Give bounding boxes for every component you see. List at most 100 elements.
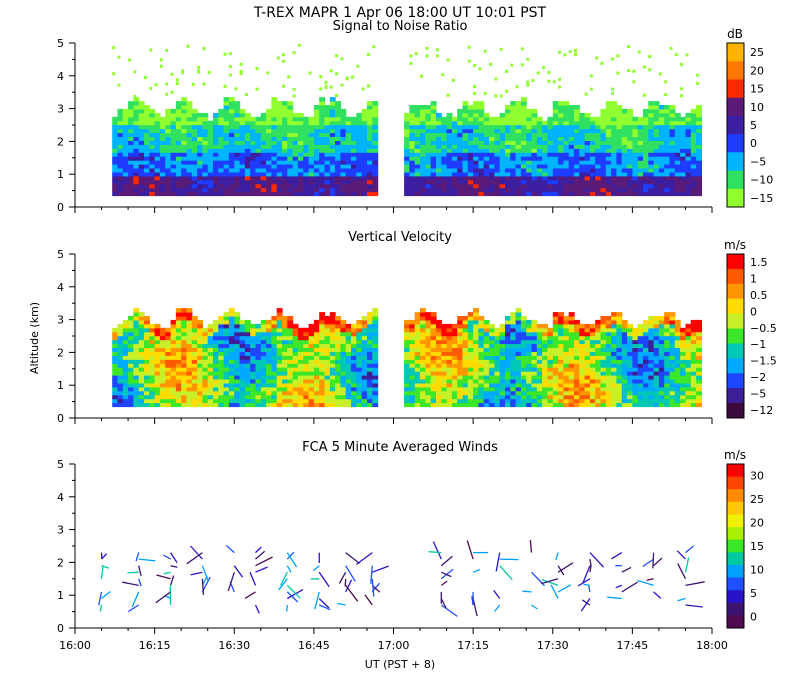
sparse-return xyxy=(165,48,169,52)
heatmap-cell xyxy=(308,371,315,376)
heatmap-cell xyxy=(175,152,182,157)
heatmap-cell xyxy=(499,175,506,181)
heatmap-cell xyxy=(616,335,623,341)
sparse-return xyxy=(197,69,201,73)
heatmap-cell xyxy=(313,351,320,356)
heatmap-cell xyxy=(213,398,219,404)
heatmap-cell xyxy=(186,382,193,388)
heatmap-cell xyxy=(611,144,617,149)
heatmap-cell xyxy=(122,179,129,185)
heatmap-cell xyxy=(680,156,686,161)
heatmap-cell xyxy=(308,124,315,130)
heatmap-cell xyxy=(175,319,182,325)
heatmap-cell xyxy=(372,136,379,141)
heatmap-cell xyxy=(313,394,320,400)
heatmap-cell xyxy=(356,386,363,392)
heatmap-cell xyxy=(499,386,506,392)
heatmap-cell xyxy=(112,179,119,185)
heatmap-cell xyxy=(589,363,596,368)
heatmap-cell xyxy=(473,156,479,161)
heatmap-cell xyxy=(653,148,660,153)
heatmap-cell xyxy=(510,160,517,165)
heatmap-cell xyxy=(175,355,182,360)
heatmap-cell xyxy=(255,355,262,360)
heatmap-cell xyxy=(526,124,533,130)
heatmap-cell xyxy=(297,148,304,153)
heatmap-cell xyxy=(239,183,246,189)
heatmap-cell xyxy=(149,386,156,392)
heatmap-cell xyxy=(674,128,681,134)
colorbar-swatch xyxy=(727,188,744,208)
heatmap-cell xyxy=(568,179,575,185)
heatmap-cell xyxy=(690,148,697,153)
heatmap-cell xyxy=(404,347,410,352)
heatmap-cell xyxy=(197,343,203,348)
heatmap-cell xyxy=(186,308,193,313)
heatmap-cell xyxy=(451,371,458,376)
heatmap-cell xyxy=(324,375,331,380)
heatmap-cell xyxy=(356,343,363,348)
heatmap-cell xyxy=(197,152,203,157)
heatmap-cell xyxy=(186,355,193,360)
heatmap-cell xyxy=(319,191,326,197)
heatmap-cell xyxy=(367,312,373,317)
heatmap-cell xyxy=(228,164,235,169)
heatmap-cell xyxy=(372,367,379,372)
heatmap-cell xyxy=(457,398,464,404)
heatmap-cell xyxy=(467,191,474,197)
heatmap-cell xyxy=(345,120,352,126)
heatmap-cell xyxy=(175,140,182,145)
heatmap-cell xyxy=(165,390,172,396)
heatmap-cell xyxy=(451,164,458,169)
heatmap-cell xyxy=(133,323,140,329)
heatmap-cell xyxy=(595,367,602,372)
heatmap-cell xyxy=(552,187,559,193)
heatmap-cell xyxy=(526,363,533,368)
heatmap-cell xyxy=(170,108,177,114)
heatmap-cell xyxy=(680,187,686,193)
heatmap-cell xyxy=(425,108,432,114)
heatmap-cell xyxy=(515,327,522,333)
heatmap-cell xyxy=(446,116,453,122)
heatmap-cell xyxy=(345,390,352,396)
heatmap-cell xyxy=(542,148,548,153)
heatmap-cell xyxy=(213,160,219,165)
heatmap-cell xyxy=(181,191,188,197)
heatmap-cell xyxy=(473,116,479,122)
heatmap-cell xyxy=(228,105,235,110)
heatmap-cell xyxy=(255,156,262,161)
heatmap-cell xyxy=(191,343,198,348)
heatmap-cell xyxy=(462,355,469,360)
heatmap-cell xyxy=(345,355,352,360)
heatmap-cell xyxy=(239,323,246,329)
heatmap-cell xyxy=(175,191,182,197)
heatmap-cell xyxy=(478,327,485,333)
heatmap-cell xyxy=(356,351,363,356)
sparse-return xyxy=(159,64,163,68)
heatmap-cell xyxy=(122,132,129,137)
heatmap-cell xyxy=(552,375,559,380)
heatmap-cell xyxy=(489,168,495,173)
heatmap-cell xyxy=(457,160,464,165)
heatmap-cell xyxy=(409,331,416,337)
heatmap-cell xyxy=(361,323,368,329)
heatmap-cell xyxy=(483,179,490,185)
heatmap-cell xyxy=(207,343,214,348)
heatmap-cell xyxy=(329,108,336,114)
heatmap-cell xyxy=(436,136,442,141)
heatmap-cell xyxy=(563,124,570,130)
heatmap-cell xyxy=(611,187,617,193)
heatmap-cell xyxy=(213,386,219,392)
heatmap-cell xyxy=(690,171,697,177)
heatmap-cell xyxy=(154,156,161,161)
heatmap-cell xyxy=(531,386,538,392)
heatmap-cell xyxy=(404,386,410,392)
heatmap-cell xyxy=(685,331,692,337)
heatmap-cell xyxy=(669,382,676,388)
heatmap-cell xyxy=(159,375,166,380)
heatmap-cell xyxy=(319,339,326,345)
heatmap-cell xyxy=(250,175,257,181)
heatmap-cell xyxy=(239,375,246,380)
heatmap-cell xyxy=(239,136,246,141)
heatmap-cell xyxy=(324,359,331,364)
